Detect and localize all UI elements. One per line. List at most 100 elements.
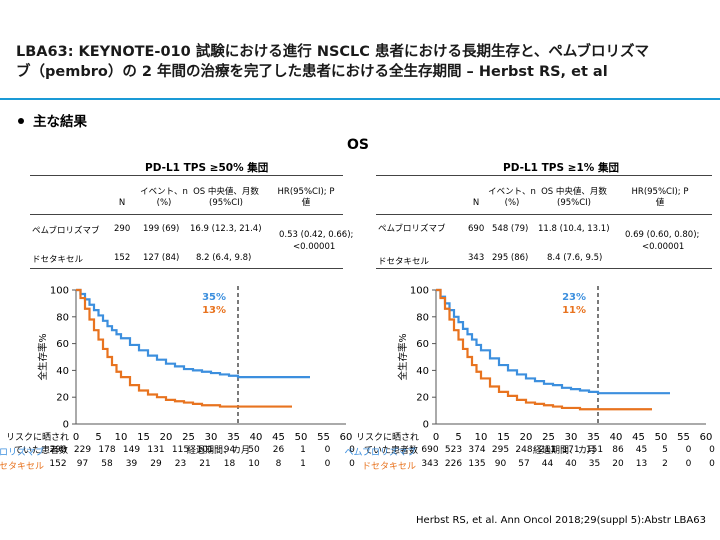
risk-1-row-1-cell: 229 (73, 445, 92, 455)
risk-1-row-1-cell: 1 (300, 445, 306, 455)
chart-1-xtick-label-10: 10 (115, 432, 128, 443)
risk-1-row-1-cell: 290 (49, 445, 67, 455)
slide-title-line2: ブ（pembro）の 2 年間の治療を完了した患者における全生存期間 – Her… (16, 64, 608, 80)
risk-1-row-2-cell: 21 (199, 459, 211, 469)
risk-1-row-2-cell: 97 (76, 459, 89, 469)
slide-title: LBA63: KEYNOTE-010 試験における進行 NSCLC 患者における… (16, 42, 716, 82)
panel-2-table-rule-top (376, 175, 712, 176)
risk-2-row-2-cell: 57 (518, 459, 530, 469)
panel-2-row-1-arm: ペムブロリズマブ (378, 224, 446, 234)
chart-1-xtick-label-0: 0 (73, 432, 79, 443)
risk-1-row-1-cell: 178 (98, 445, 116, 455)
risk-2-row-1-cell: 523 (444, 445, 463, 455)
risk-2-row-2-cell: 40 (565, 459, 577, 469)
risk-2-row-2-cell: 90 (494, 459, 507, 469)
risk-2-row-2-cell: 0 (709, 459, 715, 469)
risk-1-row-1-cell: 131 (147, 445, 165, 455)
chart-2-ytick-label-100: 100 (410, 286, 429, 297)
risk-2-row-2-cell: 343 (421, 459, 439, 469)
risk-1-row-1-cell: 0 (324, 445, 331, 455)
risk-1-row-2-cell: 152 (49, 459, 67, 469)
panel-1-row-2-median: 8.2 (6.4, 9.8) (196, 253, 252, 263)
bullet-dot-icon (18, 118, 24, 124)
risk-2-row-1-cell: 5 (662, 445, 668, 455)
panel-1-row-1-events: 199 (69) (143, 224, 180, 234)
chart-2-xtick-label-35: 35 (587, 432, 600, 443)
chart-1-ytick-label-0: 0 (63, 420, 69, 431)
chart-1-ylabel: 全生存率% (37, 333, 49, 380)
panel-2-row-2-arm: ドセタキセル (378, 257, 430, 267)
panel-2-row-2-median: 8.4 (7.6, 9.5) (547, 253, 603, 263)
risk-2-row-1-cell: 248 (515, 445, 533, 455)
risk-1-row-2-cell: 8 (275, 459, 282, 469)
panel-1-header-median: OS 中央値、月数 (95%CI) (193, 187, 259, 208)
chart-1-xtick-label-40: 40 (250, 432, 263, 443)
risk-1-header-line1: リスクに晒され (6, 433, 70, 443)
panel-2-row-1-events: 548 (79) (492, 224, 529, 234)
chart-2-xtick-label-10: 10 (475, 432, 488, 443)
risk-1-row-1-label: ペムブロリズマブ (0, 448, 44, 458)
panel-1-row-2-n: 152 (114, 253, 131, 263)
panel-1-table-rule-top (30, 175, 343, 176)
chart-1-xtick-label-45: 45 (272, 432, 285, 443)
risk-1-row-2-cell: 0 (349, 459, 355, 469)
panel-2-xlabel: 経過期間、カ月 (533, 446, 597, 456)
chart-1-xtick-label-50: 50 (295, 432, 308, 443)
chart-2-xtick-label-5: 5 (455, 432, 461, 443)
panel-1-row-1-median: 16.9 (12.3, 21.4) (190, 224, 262, 234)
chart-2-xtick-label-15: 15 (497, 432, 510, 443)
bullet-label: 主な結果 (33, 114, 87, 130)
panel-1-header-n: N (118, 198, 126, 208)
risk-2-row-2-cell: 35 (588, 459, 601, 469)
risk-1-row-2-cell: 29 (150, 459, 162, 469)
bullet-key-results: 主な結果 (18, 110, 87, 130)
risk-2-row-1-cell: 690 (421, 445, 439, 455)
panel-1-row-1-arm: ペムブロリズマブ (32, 226, 100, 236)
panel-1-xlabel: 経過期間、カ月 (187, 446, 251, 456)
chart-1-xtick-label-15: 15 (137, 432, 150, 443)
chart-2-xtick-label-40: 40 (610, 432, 623, 443)
chart-1-xtick-label-25: 25 (182, 432, 195, 443)
risk-2-row-1-cell: 374 (468, 445, 486, 455)
risk-1-header-line2: ていた患者数 (14, 446, 69, 456)
risk-2-row-2-cell: 135 (468, 459, 486, 469)
chart-2-ytick-label-20: 20 (416, 393, 429, 404)
risk-2-row-1-cell: 45 (635, 445, 648, 455)
chart-1-annot-docetaxel: 13% (202, 305, 226, 316)
chart-1-xtick-label-5: 5 (95, 432, 101, 443)
panel-1-header-hr: HR(95%CI); P値 (277, 187, 335, 208)
chart-1-ytick-label-20: 20 (56, 393, 69, 404)
risk-2-row-2-label: ドセタキセル (361, 462, 416, 472)
risk-2-row-2-cell: 0 (685, 459, 692, 469)
chart-2-annot-pembro: 23% (562, 292, 586, 303)
chart-2-xtick-label-45: 45 (632, 432, 645, 443)
chart-1-ytick-label-80: 80 (56, 312, 69, 323)
risk-1-row-2-label: ドセタキセル (0, 462, 44, 472)
risk-1-row-2-cell: 1 (300, 459, 306, 469)
chart-2-ytick-label-80: 80 (416, 312, 429, 323)
chart-1-xtick-label-30: 30 (205, 432, 218, 443)
chart-1-xtick-label-55: 55 (317, 432, 330, 443)
chart-2-xtick-label-0: 0 (433, 432, 439, 443)
risk-2-row-1-cell: 151 (585, 445, 604, 455)
panel-1-hr-line2: <0.00001 (293, 242, 336, 252)
panel-1-row-2-events: 127 (84) (143, 253, 180, 263)
chart-2-xtick-label-55: 55 (677, 432, 690, 443)
panel-1-row-2-arm: ドセタキセル (32, 255, 84, 265)
risk-2-row-1-cell: 171 (562, 445, 580, 455)
risk-1-row-1-cell: 26 (272, 445, 285, 455)
chart-2-ytick-label-40: 40 (416, 366, 429, 377)
panel-2-hr-line2: <0.00001 (642, 242, 685, 252)
chart-1-annot-pembro: 35% (202, 292, 226, 303)
chart-1-series-docetaxel (76, 288, 292, 408)
panel-1-hr-line1: 0.53 (0.42, 0.66); (279, 230, 354, 240)
panel-2-header-events: イベント、n (%) (488, 187, 536, 208)
risk-1-row-1-cell: 50 (248, 445, 260, 455)
chart-2-xtick-label-25: 25 (542, 432, 555, 443)
panel-2-header-median: OS 中央値、月数 (95%CI) (541, 187, 607, 208)
risk-2-header-line1: リスクに晒され (356, 433, 420, 443)
risk-1-row-1-cell: 149 (122, 445, 141, 455)
chart-2-xtick-label-30: 30 (565, 432, 578, 443)
risk-2-row-2-cell: 44 (541, 459, 554, 469)
risk-1-row-1-cell: 115 (171, 445, 190, 455)
